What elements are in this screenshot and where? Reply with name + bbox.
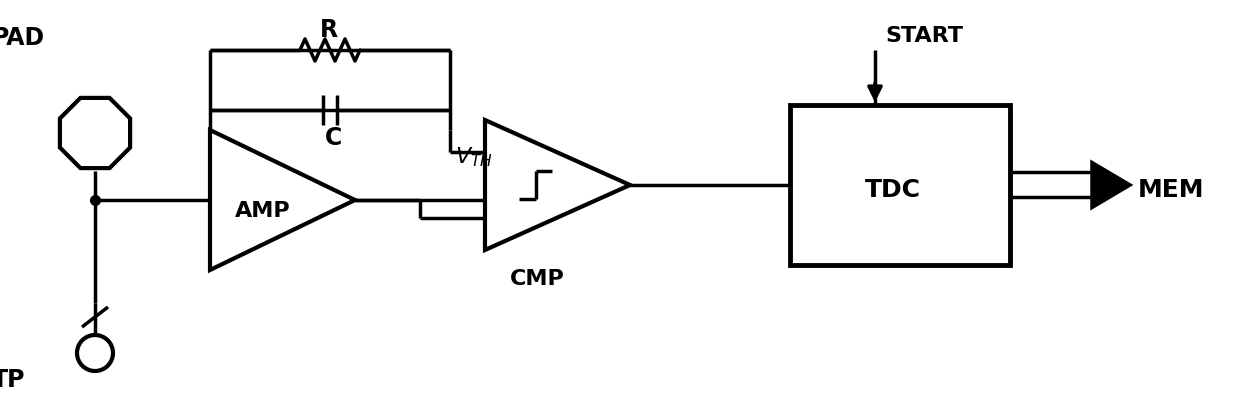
Text: C: C <box>325 126 342 150</box>
Text: TDC: TDC <box>866 178 921 202</box>
Text: START: START <box>885 26 963 46</box>
Text: MEM: MEM <box>1138 178 1204 202</box>
Bar <box>790 105 1011 265</box>
Text: R: R <box>320 18 339 42</box>
Text: CMP: CMP <box>510 269 564 289</box>
Text: TP: TP <box>0 368 26 392</box>
Polygon shape <box>1092 162 1130 207</box>
Text: $V_{TH}$: $V_{TH}$ <box>455 145 494 168</box>
Text: AMP: AMP <box>236 201 290 221</box>
Text: PAD: PAD <box>0 26 45 50</box>
